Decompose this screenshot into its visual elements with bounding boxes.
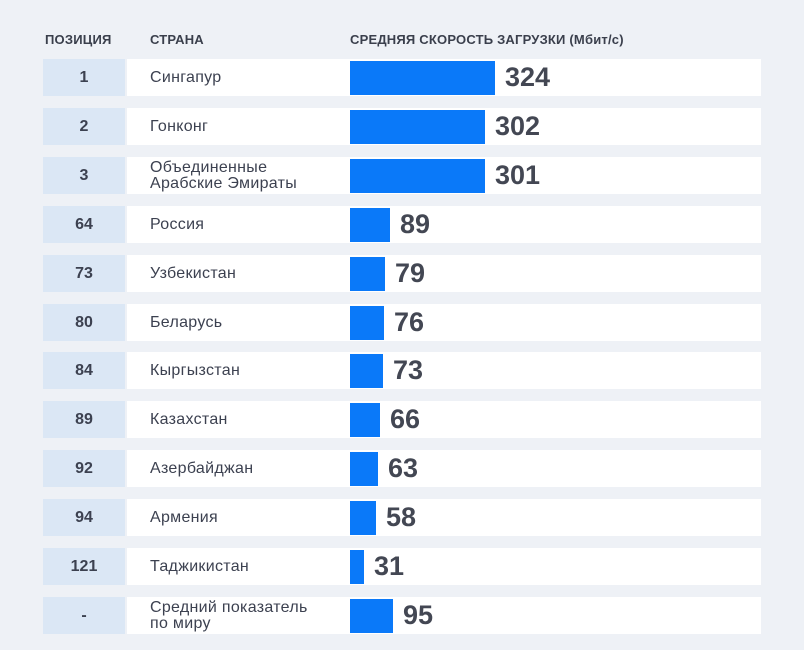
country-label: Узбекистан (150, 264, 237, 282)
position-column-header: ПОЗИЦИЯ (45, 32, 112, 47)
country-label: Средний показатель по миру (150, 598, 308, 632)
table-row: 73 Узбекистан 79 (0, 255, 804, 292)
speed-bar (350, 110, 485, 144)
position-cell: - (43, 597, 125, 634)
row-band (127, 597, 761, 634)
position-cell: 84 (43, 352, 125, 389)
position-cell: 64 (43, 206, 125, 243)
speed-value-label: 324 (505, 62, 551, 92)
speed-bar (350, 61, 495, 95)
position-cell: 2 (43, 108, 125, 145)
row-band (127, 352, 761, 389)
speed-value-label: 95 (403, 600, 434, 630)
speed-bar (350, 501, 376, 535)
speed-bar (350, 403, 380, 437)
row-band (127, 499, 761, 536)
table-row: 64 Россия 89 (0, 206, 804, 243)
speed-value-label: 31 (374, 551, 405, 581)
speed-value-label: 301 (495, 160, 541, 190)
country-label: Таджикистан (150, 557, 250, 575)
table-row: 80 Беларусь 76 (0, 304, 804, 341)
country-label: Армения (150, 508, 219, 526)
row-band (127, 548, 761, 585)
country-label: Казахстан (150, 410, 228, 428)
position-cell: 73 (43, 255, 125, 292)
speed-value-label: 73 (393, 355, 424, 385)
speed-bar (350, 550, 364, 584)
position-cell: 89 (43, 401, 125, 438)
speed-bar (350, 306, 384, 340)
speed-value-label: 89 (400, 209, 431, 239)
country-column-header: СТРАНА (150, 32, 204, 47)
position-cell: 121 (43, 548, 125, 585)
country-label: Россия (150, 215, 205, 233)
table-row: 3 Объединенные Арабские Эмираты 301 (0, 157, 804, 194)
position-cell: 3 (43, 157, 125, 194)
table-row: 89 Казахстан 66 (0, 401, 804, 438)
position-cell: 1 (43, 59, 125, 96)
table-row: 121 Таджикистан 31 (0, 548, 804, 585)
table-row: - Средний показатель по миру 95 (0, 597, 804, 634)
row-band (127, 450, 761, 487)
speed-bar (350, 599, 393, 633)
speed-value-label: 58 (386, 502, 417, 532)
speed-bar (350, 452, 378, 486)
row-band (127, 206, 761, 243)
row-band (127, 401, 761, 438)
row-band (127, 255, 761, 292)
speed-value-label: 79 (395, 258, 426, 288)
speed-column-header: СРЕДНЯЯ СКОРОСТЬ ЗАГРУЗКИ (Мбит/с) (350, 32, 624, 47)
speed-bar (350, 159, 485, 193)
table-row: 1 Сингапур 324 (0, 59, 804, 96)
speed-value-label: 63 (388, 453, 419, 483)
country-label: Беларусь (150, 313, 223, 331)
table-row: 94 Армения 58 (0, 499, 804, 536)
country-label: Сингапур (150, 68, 222, 86)
table-row: 2 Гонконг 302 (0, 108, 804, 145)
country-label: Кыргызстан (150, 361, 241, 379)
speed-bar (350, 257, 385, 291)
speed-value-label: 302 (495, 111, 541, 141)
speed-value-label: 66 (390, 404, 421, 434)
speed-bar (350, 354, 383, 388)
country-label: Гонконг (150, 117, 209, 135)
position-cell: 80 (43, 304, 125, 341)
row-band (127, 304, 761, 341)
table-row: 92 Азербайджан 63 (0, 450, 804, 487)
country-label: Азербайджан (150, 459, 254, 477)
country-label: Объединенные Арабские Эмираты (150, 158, 298, 192)
table-row: 84 Кыргызстан 73 (0, 352, 804, 389)
position-cell: 94 (43, 499, 125, 536)
speed-bar (350, 208, 390, 242)
position-cell: 92 (43, 450, 125, 487)
speed-value-label: 76 (394, 307, 425, 337)
